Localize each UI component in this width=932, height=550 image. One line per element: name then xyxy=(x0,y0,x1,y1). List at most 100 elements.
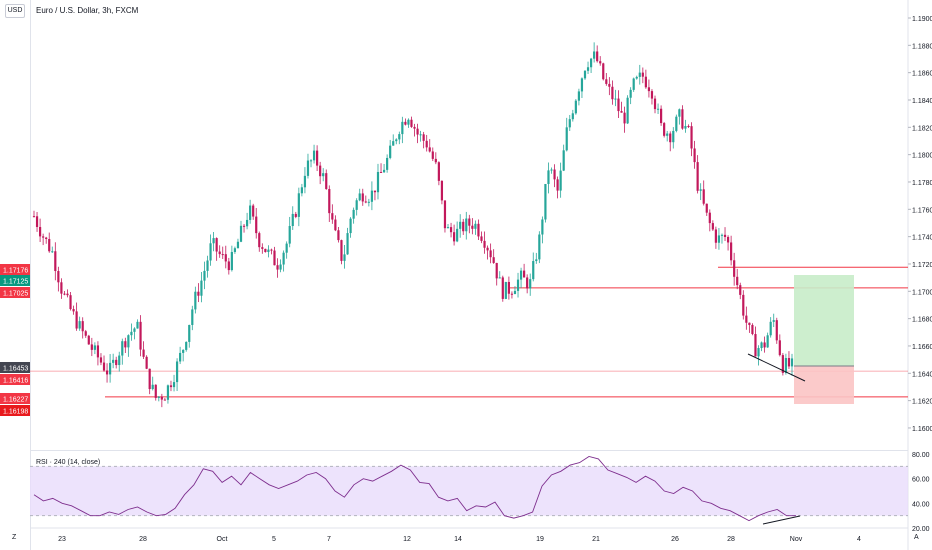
candle-body xyxy=(145,356,148,369)
candle-body xyxy=(401,121,404,135)
candle-body xyxy=(358,193,361,201)
candle-body xyxy=(693,148,696,163)
candle-body xyxy=(32,216,36,218)
candle-body xyxy=(148,368,151,390)
candle-body xyxy=(84,331,87,336)
candle-body xyxy=(708,212,711,224)
candle-body xyxy=(663,123,666,136)
candle-body xyxy=(72,309,75,312)
candle-body xyxy=(136,321,139,329)
candle-body xyxy=(486,247,489,251)
candle-body xyxy=(303,175,307,188)
candle-body xyxy=(529,279,532,289)
time-axis-label: 23 xyxy=(58,536,66,543)
candle-body xyxy=(532,261,535,280)
candle-body xyxy=(386,157,389,170)
candle-body xyxy=(550,169,553,171)
candle-body xyxy=(139,321,142,350)
price-tick-label: 1.17600 xyxy=(912,207,932,214)
candle-body xyxy=(425,140,428,148)
candle-body xyxy=(541,219,544,235)
candle-body xyxy=(215,238,218,252)
price-marker-badge xyxy=(0,374,30,385)
candle-body xyxy=(559,170,562,191)
candle-body xyxy=(203,270,206,281)
candle-body xyxy=(629,89,632,98)
candle-body xyxy=(355,200,358,210)
candle-body xyxy=(763,342,766,348)
divergence-trendline-price xyxy=(747,353,806,382)
candle-body xyxy=(556,179,559,191)
candle-body xyxy=(449,227,453,233)
rsi-line xyxy=(33,456,796,522)
candle-body xyxy=(81,321,84,332)
candle-body xyxy=(398,134,401,140)
time-axis-corner-left[interactable]: Z xyxy=(12,534,17,541)
candle-body xyxy=(769,321,772,336)
candle-body xyxy=(733,260,736,277)
candle-body xyxy=(404,121,407,125)
candle-body xyxy=(608,83,611,87)
candle-body xyxy=(526,277,529,289)
candle-body xyxy=(480,236,483,241)
candle-body xyxy=(379,171,383,173)
candle-body xyxy=(468,218,471,226)
candle-body xyxy=(593,51,596,59)
candle-body xyxy=(389,145,392,158)
candle-body xyxy=(553,169,556,180)
candle-body xyxy=(252,205,255,217)
currency-button[interactable]: USD xyxy=(5,4,25,18)
candle-body xyxy=(410,119,413,127)
candle-body xyxy=(690,126,693,149)
candle-body xyxy=(784,358,788,373)
time-axis-label: 4 xyxy=(857,536,861,543)
price-marker-label: 1.16198 xyxy=(3,409,28,416)
rsi-indicator-label[interactable]: RSI · 240 (14, close) xyxy=(36,459,101,466)
pane-divider[interactable] xyxy=(30,450,908,451)
candle-body xyxy=(775,320,778,341)
candle-body xyxy=(57,271,60,283)
candle-body xyxy=(644,76,647,88)
candle-body xyxy=(477,223,480,237)
candle-body xyxy=(602,63,605,80)
candle-body xyxy=(589,58,593,68)
candle-body xyxy=(675,116,678,131)
candle-body xyxy=(580,78,584,92)
long-position-stop-zone xyxy=(794,366,854,404)
candle-body xyxy=(233,248,237,252)
candle-body xyxy=(684,126,687,129)
candle-body xyxy=(620,111,623,113)
candle-body xyxy=(309,160,313,162)
candle-body xyxy=(133,328,136,332)
time-axis-label: 14 xyxy=(454,536,462,543)
candle-body xyxy=(723,234,727,237)
candle-body xyxy=(212,238,215,244)
candle-body xyxy=(471,225,474,229)
candle-body xyxy=(678,109,681,117)
candle-body xyxy=(702,189,705,204)
time-axis-corner-right[interactable]: A xyxy=(914,534,919,541)
candle-body xyxy=(163,399,166,401)
candle-body xyxy=(115,359,118,366)
candle-body xyxy=(227,261,230,271)
price-tick-label: 1.16800 xyxy=(912,317,932,324)
price-tick-label: 1.18600 xyxy=(912,71,932,78)
candle-body xyxy=(413,126,416,129)
candle-body xyxy=(169,385,173,388)
candle-body xyxy=(242,225,246,227)
candle-body xyxy=(614,98,617,100)
candle-body xyxy=(754,334,757,357)
candle-body xyxy=(699,189,702,191)
rsi-tick-label: 60.00 xyxy=(912,477,930,484)
candle-body xyxy=(395,139,398,142)
price-marker-label: 1.16416 xyxy=(3,378,28,385)
candle-body xyxy=(376,171,380,193)
price-tick-label: 1.16000 xyxy=(912,426,932,433)
candle-body xyxy=(127,335,130,348)
candle-body xyxy=(656,108,660,110)
candle-body xyxy=(504,281,507,299)
candle-body xyxy=(297,193,300,217)
candle-body xyxy=(221,254,224,256)
candle-body xyxy=(431,151,434,159)
